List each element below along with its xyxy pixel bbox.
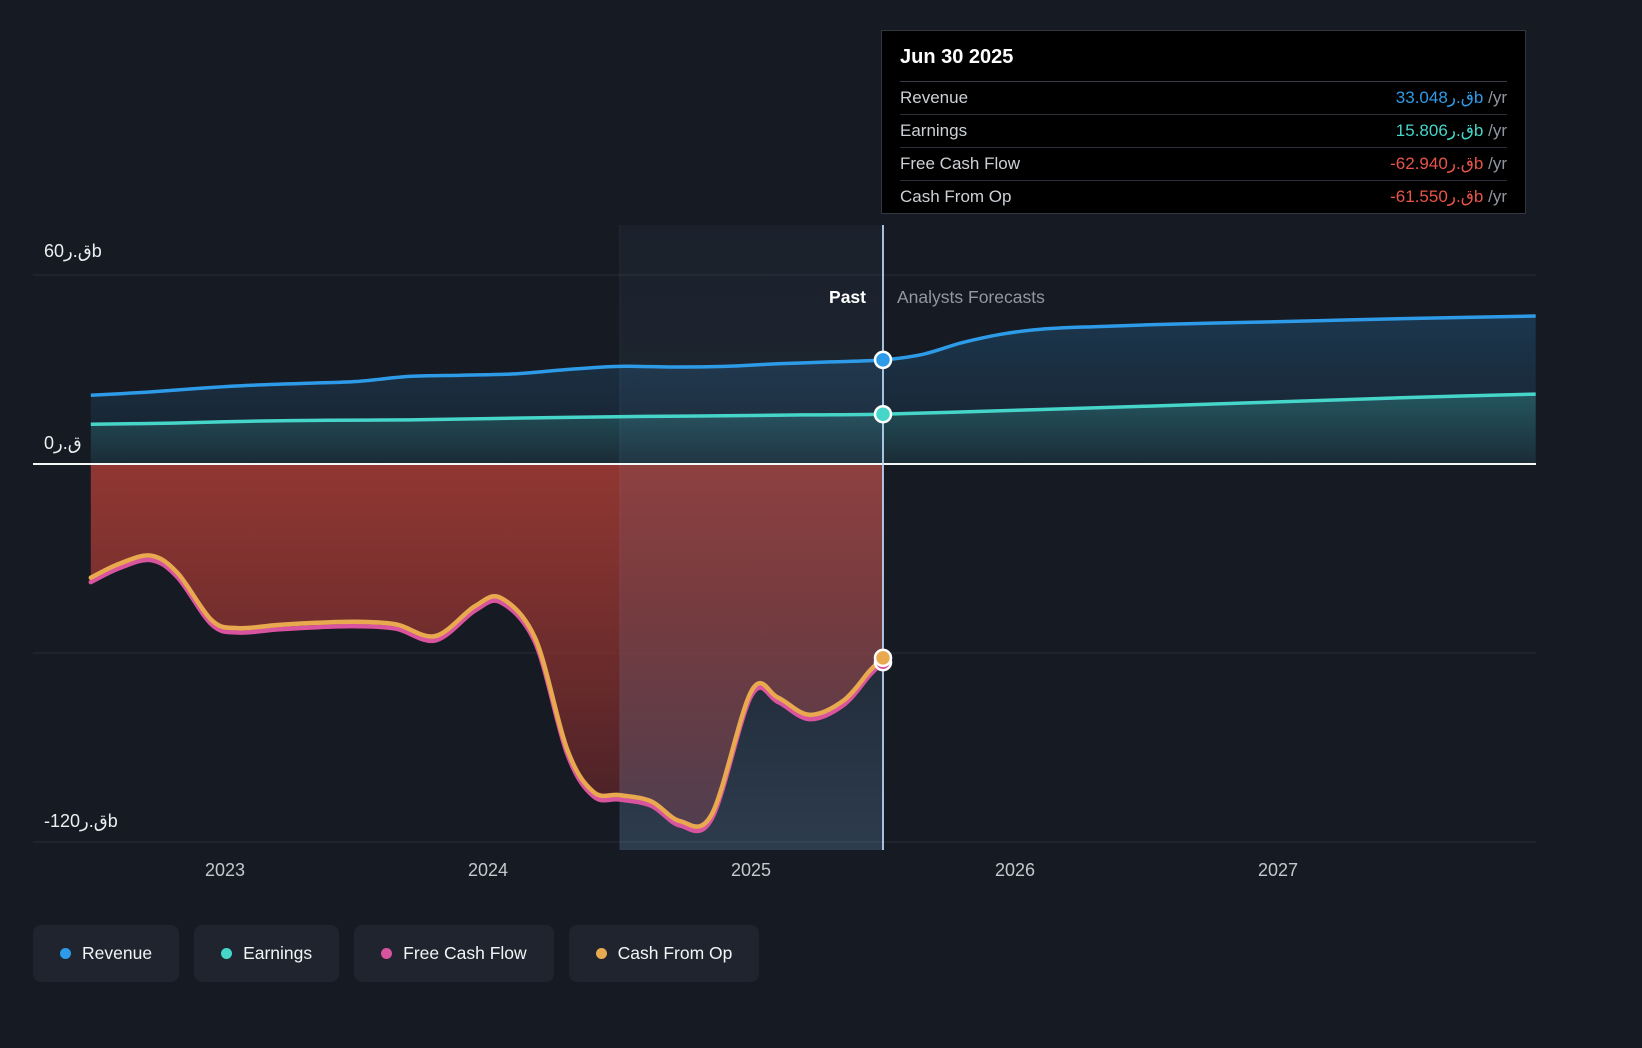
- tooltip-row-revenue: Revenue 33.048ق.رb /yr: [900, 82, 1507, 115]
- tooltip-value-number: -61.550ق.رb: [1390, 187, 1484, 206]
- legend-item-cash-from-op[interactable]: Cash From Op: [568, 925, 760, 982]
- y-axis-label-neg120: -120ق.رb: [44, 811, 118, 831]
- cash-from-op-dot-icon: [595, 948, 607, 959]
- free-cash-flow-dot-icon: [381, 948, 393, 959]
- earnings-dot-icon: [221, 948, 233, 959]
- y-axis-label-60: 60ق.رb: [44, 241, 102, 261]
- tooltip-row-label: Revenue: [900, 88, 969, 107]
- tooltip-row-earnings: Earnings 15.806ق.رb /yr: [900, 115, 1507, 148]
- tooltip-value-suffix: /yr: [1483, 154, 1507, 173]
- legend-label: Revenue: [82, 943, 153, 963]
- y-axis-label-0: 0ق.ر: [44, 433, 82, 453]
- x-axis-label-2027: 2027: [1257, 860, 1299, 880]
- tooltip-date: Jun 30 2025: [900, 31, 1507, 82]
- x-axis-label-2023: 2023: [204, 860, 246, 880]
- legend-item-free-cash-flow[interactable]: Free Cash Flow: [354, 925, 554, 982]
- tooltip-row-value: 33.048ق.رb /yr: [1396, 88, 1507, 108]
- tooltip-row-free-cash-flow: Free Cash Flow -62.940ق.رb /yr: [900, 148, 1507, 181]
- tooltip-panel: Jun 30 2025 Revenue 33.048ق.رb /yr Earni…: [881, 30, 1526, 214]
- x-axis-label-2025: 2025: [730, 860, 772, 880]
- tooltip-row-label: Free Cash Flow: [900, 154, 1020, 173]
- tooltip-value-suffix: /yr: [1483, 187, 1507, 206]
- past-section-label: Past: [829, 287, 866, 307]
- legend-label: Free Cash Flow: [403, 943, 527, 963]
- chart-legend: Revenue Earnings Free Cash Flow Cash Fro…: [33, 925, 760, 982]
- tooltip-value-suffix: /yr: [1483, 88, 1507, 107]
- tooltip-value-number: -62.940ق.رb: [1390, 154, 1484, 173]
- tooltip-row-value: -61.550ق.رb /yr: [1390, 187, 1507, 207]
- x-axis-label-2026: 2026: [994, 860, 1036, 880]
- x-axis-label-2024: 2024: [467, 860, 509, 880]
- revenue-dot-icon: [60, 948, 71, 959]
- tooltip-row-value: -62.940ق.رb /yr: [1390, 154, 1507, 174]
- tooltip-value-number: 15.806ق.رb: [1395, 121, 1484, 140]
- tooltip-value-number: 33.048ق.رb: [1395, 88, 1484, 107]
- tooltip-row-label: Earnings: [900, 121, 968, 140]
- legend-item-earnings[interactable]: Earnings: [194, 925, 340, 982]
- legend-item-revenue[interactable]: Revenue: [33, 925, 180, 982]
- legend-label: Earnings: [243, 943, 313, 963]
- forecast-section-label: Analysts Forecasts: [897, 287, 1045, 307]
- tooltip-row-value: 15.806ق.رb /yr: [1396, 121, 1507, 141]
- tooltip-row-cash-from-op: Cash From Op -61.550ق.رb /yr: [900, 181, 1507, 213]
- tooltip-row-label: Cash From Op: [900, 187, 1012, 206]
- tooltip-value-suffix: /yr: [1483, 121, 1507, 140]
- legend-label: Cash From Op: [617, 943, 733, 963]
